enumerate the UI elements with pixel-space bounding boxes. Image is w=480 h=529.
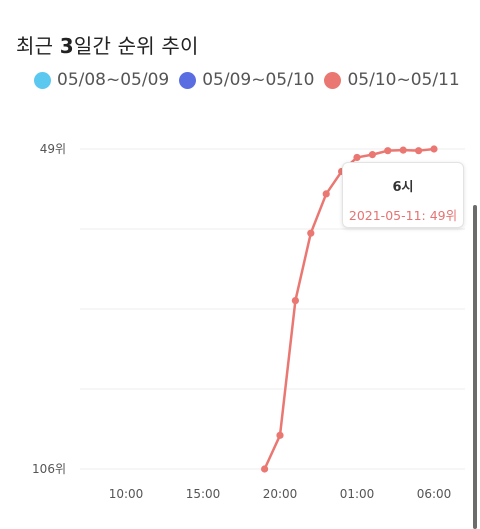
tooltip-title: 6시 — [392, 180, 414, 195]
title-prefix: 최근 — [16, 34, 60, 58]
x-tick-label: 10:00 — [109, 487, 144, 501]
tooltip-value: 2021-05-11: 49위 — [348, 208, 458, 223]
data-point — [307, 229, 315, 237]
legend-dot-1 — [34, 71, 51, 89]
data-point — [430, 145, 438, 153]
x-axis-ticks: 10:00 15:00 20:00 01:00 06:00 — [109, 487, 452, 501]
legend-label-3: 05/10~05/11 — [347, 70, 460, 90]
data-point — [353, 153, 361, 162]
data-point — [415, 147, 423, 155]
x-tick-label: 15:00 — [186, 487, 221, 501]
data-point — [368, 151, 376, 159]
hover-tooltip: 6시 2021-05-11: 49위 — [342, 162, 464, 228]
scrollbar[interactable] — [473, 205, 477, 529]
data-point — [322, 190, 330, 198]
data-point — [384, 147, 392, 155]
title-number: 3 — [59, 34, 74, 58]
data-point — [276, 431, 284, 439]
x-tick-label: 06:00 — [417, 487, 452, 501]
chart-legend: 05/08~05/09 05/09~05/10 05/10~05/11 — [34, 70, 460, 90]
legend-item-3[interactable]: 05/10~05/11 — [324, 70, 460, 90]
y-tick-label: 49위 — [40, 142, 66, 156]
legend-dot-2 — [179, 71, 197, 89]
data-point — [399, 146, 407, 154]
title-suffix: 일간 순위 추이 — [73, 34, 199, 58]
legend-label-2: 05/09~05/10 — [202, 70, 315, 90]
y-tick-label: 106위 — [32, 462, 66, 476]
x-tick-label: 20:00 — [263, 487, 298, 501]
legend-item-2[interactable]: 05/09~05/10 — [179, 70, 314, 90]
legend-item-1[interactable]: 05/08~05/09 — [34, 70, 169, 90]
data-point — [291, 296, 299, 305]
data-point — [261, 465, 269, 473]
chart-title: 최근 3일간 순위 추이 — [16, 30, 199, 59]
legend-label-1: 05/08~05/09 — [57, 70, 170, 90]
x-tick-label: 01:00 — [340, 487, 375, 501]
y-axis-ticks: 49위 106위 — [32, 142, 66, 476]
grid-lines — [80, 148, 465, 470]
legend-dot-3 — [324, 71, 342, 89]
